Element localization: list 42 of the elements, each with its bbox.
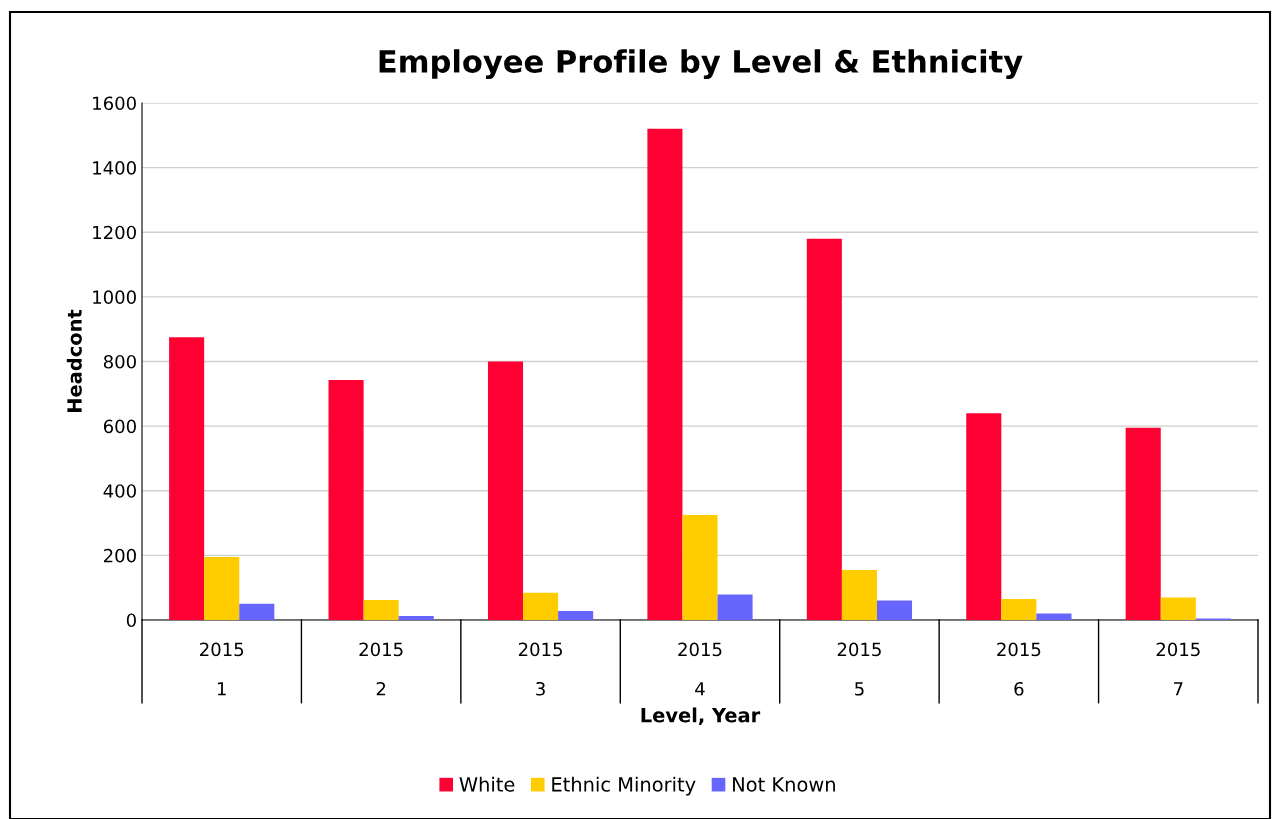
legend-label: Not Known: [733, 777, 835, 792]
y-axis-title: Headcont: [66, 309, 82, 412]
bar: [682, 514, 718, 620]
bar: [558, 610, 594, 620]
bar: [523, 592, 559, 620]
category-label: 2015 6: [997, 642, 1041, 696]
legend-label: White: [459, 776, 515, 792]
bar: [169, 337, 205, 620]
y-tick-label: 1400: [93, 161, 136, 175]
y-tick-label: 400: [103, 484, 136, 498]
legend-label: Ethnic Minority: [552, 776, 696, 796]
y-tick-label: 0: [126, 613, 136, 628]
bar: [487, 361, 524, 620]
bar: [806, 238, 842, 620]
bar: [398, 616, 434, 620]
y-tick-label: 800: [103, 354, 136, 369]
y-tick-label: 1600: [93, 96, 136, 111]
bar: [1125, 427, 1161, 620]
category-label: 2015 3: [518, 642, 562, 696]
bar: [204, 556, 240, 620]
category-label: 2015 5: [837, 642, 881, 696]
category-label: 2015 7: [1156, 642, 1200, 696]
category-label: 2015 4: [678, 642, 722, 696]
bar: [328, 379, 364, 620]
bar: [876, 600, 913, 620]
bar: [1160, 597, 1196, 620]
y-tick-label: 200: [104, 548, 136, 563]
y-tick-label: 600: [103, 419, 136, 434]
bar: [841, 569, 877, 620]
category-label: 2015 1: [200, 642, 244, 696]
category-label: 2015 2: [359, 642, 403, 696]
y-tick-label: 1000: [93, 290, 136, 304]
bar: [966, 413, 1002, 620]
x-axis-title: Level, Year: [641, 707, 761, 725]
y-tick-label: 1200: [93, 225, 136, 240]
bar: [1001, 599, 1037, 620]
bar: [1036, 613, 1072, 620]
bar: [363, 599, 399, 620]
bar: [717, 594, 753, 620]
chart-title: Employee Profile by Level & Ethnicity: [379, 49, 1023, 80]
bar: [647, 128, 683, 620]
bar: [239, 603, 275, 620]
